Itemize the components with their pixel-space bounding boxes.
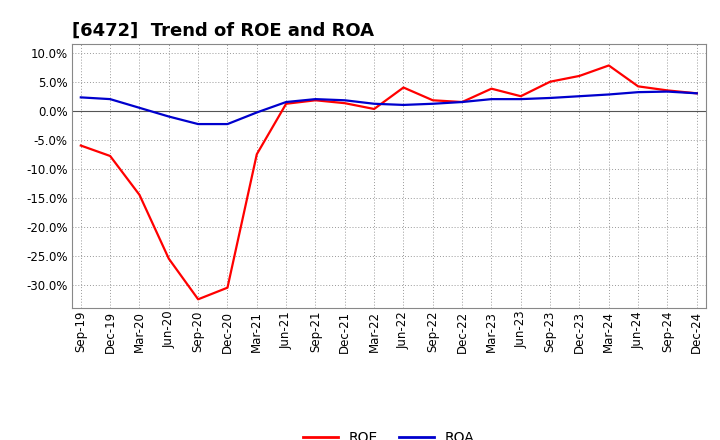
ROA xyxy=(253,110,261,115)
ROA xyxy=(194,121,202,127)
ROA xyxy=(428,101,437,106)
Text: [6472]  Trend of ROE and ROA: [6472] Trend of ROE and ROA xyxy=(72,22,374,40)
ROA xyxy=(282,99,290,105)
ROA xyxy=(458,99,467,105)
ROA xyxy=(311,96,320,102)
ROE xyxy=(341,101,349,106)
ROA xyxy=(575,94,584,99)
ROE xyxy=(311,98,320,103)
Line: ROE: ROE xyxy=(81,66,697,299)
ROA xyxy=(223,121,232,127)
ROE xyxy=(399,85,408,90)
ROE xyxy=(164,256,173,261)
ROE xyxy=(370,106,379,112)
ROA xyxy=(76,95,85,100)
ROA xyxy=(605,92,613,97)
Line: ROA: ROA xyxy=(81,92,697,124)
ROA xyxy=(399,102,408,107)
ROE xyxy=(223,285,232,290)
ROA xyxy=(341,98,349,103)
ROA xyxy=(164,114,173,119)
ROE xyxy=(605,63,613,68)
ROA xyxy=(663,89,672,94)
ROE xyxy=(663,88,672,93)
ROE xyxy=(458,99,467,105)
ROE xyxy=(194,297,202,302)
ROA xyxy=(634,89,642,95)
ROE xyxy=(575,73,584,79)
ROE xyxy=(546,79,554,84)
ROE xyxy=(693,91,701,96)
ROE xyxy=(516,94,525,99)
ROE xyxy=(428,98,437,103)
ROA xyxy=(693,91,701,96)
ROE xyxy=(253,152,261,157)
ROA xyxy=(487,96,496,102)
ROE xyxy=(282,101,290,106)
ROE xyxy=(487,86,496,92)
ROE xyxy=(106,154,114,159)
ROE xyxy=(634,84,642,89)
ROE xyxy=(135,192,144,198)
ROA xyxy=(135,105,144,110)
ROA xyxy=(546,95,554,101)
ROA xyxy=(106,96,114,102)
ROA xyxy=(516,96,525,102)
ROE xyxy=(76,143,85,148)
Legend: ROE, ROA: ROE, ROA xyxy=(297,426,480,440)
ROA xyxy=(370,101,379,106)
